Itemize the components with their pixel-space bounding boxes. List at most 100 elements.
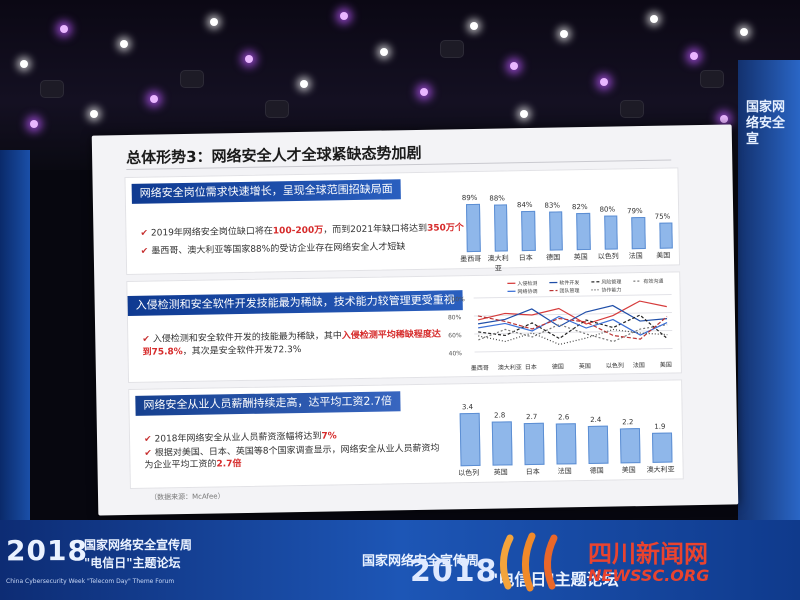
center-logo-text: 国家网络安全宣传周	[362, 554, 480, 569]
stage-light	[650, 15, 658, 23]
bar-category-label: 美国	[656, 251, 671, 260]
check-icon: ✔	[140, 246, 149, 257]
chart-bar	[493, 204, 508, 252]
stage-light	[340, 12, 348, 20]
bar-value-label: 2.8	[494, 411, 506, 420]
bar-category-label: 德国	[589, 466, 604, 475]
data-source-note: （数据来源：McAfee）	[149, 492, 225, 502]
light-fixture	[620, 100, 644, 118]
grid-line	[474, 348, 673, 353]
chart-bar	[465, 203, 481, 253]
section3-bullet2: ✔ 根据对美国、日本、英国等8个国家调查显示，网络安全从业人员薪资均为企业平均工资…	[144, 443, 444, 472]
series-line	[477, 304, 668, 328]
light-fixture	[265, 100, 289, 118]
bullet-text: 2018年网络安全从业人员薪资涨幅将达到	[154, 431, 322, 445]
bullet-text: 墨西哥、澳大利亚等国家88%的受访企业存在网络安全人才短缺	[151, 242, 406, 257]
y-tick-label: 60%	[448, 332, 462, 339]
watermark-logo	[500, 532, 558, 592]
bullet-highlight: 100-200万	[272, 225, 324, 237]
legend-label: 软件开发	[559, 279, 579, 286]
series-line	[477, 315, 668, 340]
chart-bar	[548, 211, 563, 251]
series-line	[478, 323, 668, 343]
stage-light	[380, 48, 388, 56]
bar-category-label: 美国	[621, 466, 636, 475]
stage-light	[60, 25, 68, 33]
stage-light	[420, 88, 428, 96]
section-salary: 网络安全从业人员薪酬持续走高，达平均工资2.7倍 ✔ 2018年网络安全从业人员薪…	[128, 379, 684, 490]
light-fixture	[180, 70, 204, 88]
legend-label: 有效沟通	[643, 278, 663, 285]
bar-value-label: 2.6	[558, 413, 570, 422]
section1-bullet2: ✔ 墨西哥、澳大利亚等国家88%的受访企业存在网络安全人才短缺	[141, 239, 406, 257]
chart-bar	[651, 432, 673, 463]
bar-value-label: 2.7	[526, 412, 538, 421]
grid-line	[474, 330, 673, 335]
bar-value-label: 84%	[516, 200, 533, 209]
bar-category-label: 英国	[493, 468, 508, 477]
side-led-right: 国家网络安全宣	[738, 60, 800, 530]
bullet-text: 入侵检测和安全软件开发的技能最为稀缺，其中	[152, 331, 342, 345]
series-line	[478, 314, 668, 340]
bar-category-label: 以色列	[458, 468, 480, 478]
chart-bar	[459, 412, 481, 467]
section-job-demand: 网络安全岗位需求快速增长，呈现全球范围招缺局面 ✔ 2019年网络安全岗位缺口将在…	[124, 167, 681, 276]
series-line	[477, 300, 667, 325]
stage-light	[30, 120, 38, 128]
stage-light	[510, 62, 518, 70]
watermark-en: NEWSSC.ORG	[588, 566, 710, 585]
legend-label: 团队管理	[559, 287, 579, 294]
watermark-cn: 四川新闻网	[588, 540, 708, 568]
bar-category-label: 以色列	[597, 252, 619, 261]
chart-bar	[587, 425, 609, 464]
stage-light	[210, 18, 218, 26]
series-line	[478, 328, 668, 346]
stage-light	[245, 55, 253, 63]
light-fixture	[440, 40, 464, 58]
check-icon: ✔	[140, 228, 149, 239]
projection-screen: 总体形势3：网络安全人才全球紧缺态势加剧 网络安全岗位需求快速增长，呈现全球范围…	[91, 124, 739, 516]
legend-label: 风险管理	[601, 278, 621, 285]
y-tick-label: 80%	[448, 314, 462, 321]
salary-bar-chart: 3.4 以色列 2.8 英国 2.7 日本 2.6 法国 2.4 德国 2.2 美国 1.9 澳大利亚	[449, 380, 681, 482]
chart-bar	[523, 422, 545, 466]
light-fixture	[40, 80, 64, 98]
section2-bullet1: ✔ 入侵检测和安全软件开发的技能最为稀缺，其中入侵检测平均稀缺程度达到75.8%，…	[142, 329, 442, 360]
bullet-text: ，而到2021年缺口将达到	[323, 223, 428, 236]
check-icon: ✔	[143, 434, 152, 445]
chart-bar	[491, 421, 513, 466]
bar-value-label: 88%	[489, 194, 505, 203]
stage-light	[720, 115, 728, 123]
bullet-text: 2019年网络安全岗位缺口将在	[150, 226, 273, 239]
x-tick-label: 德国	[552, 362, 564, 370]
bar-value-label: 83%	[544, 201, 561, 210]
chart-bar	[521, 210, 536, 252]
x-tick-label: 法国	[633, 361, 645, 369]
bullet-highlight: 7%	[321, 431, 337, 442]
chart-bar	[603, 215, 618, 250]
right-subtitle: "电信日"主题论坛	[490, 570, 619, 589]
section3-banner: 网络安全从业人员薪酬持续走高，达平均工资2.7倍	[135, 391, 401, 416]
bullet-text: ，其次是安全软件开发72.3%	[182, 344, 302, 358]
light-fixture	[700, 70, 724, 88]
grid-line	[473, 312, 672, 317]
left-english: China Cybersecurity Week "Telecom Day" T…	[6, 578, 175, 585]
stage-light	[560, 30, 568, 38]
left-title: 国家网络安全宣传周	[84, 538, 193, 552]
stage-light	[120, 40, 128, 48]
bar-category-label: 澳大利亚	[646, 465, 675, 474]
bar-value-label: 3.4	[461, 403, 474, 412]
stage-light	[150, 95, 158, 103]
chart-bar	[619, 428, 641, 464]
stage-light	[740, 28, 748, 36]
x-tick-label: 墨西哥	[471, 365, 489, 372]
bar-value-label: 2.2	[622, 418, 634, 427]
side-right-text: 国家网络安全宣	[746, 100, 786, 147]
bar-category-label: 英国	[573, 252, 588, 262]
legend-label: 入侵检测	[517, 280, 537, 287]
stage-light	[90, 110, 98, 118]
bar-value-label: 80%	[599, 205, 616, 214]
bullet-highlight: 2.7倍	[216, 459, 242, 470]
stage-bottom-banner: 2018 国家网络安全宣传周 "电信日"主题论坛 China Cybersecu…	[0, 520, 800, 600]
